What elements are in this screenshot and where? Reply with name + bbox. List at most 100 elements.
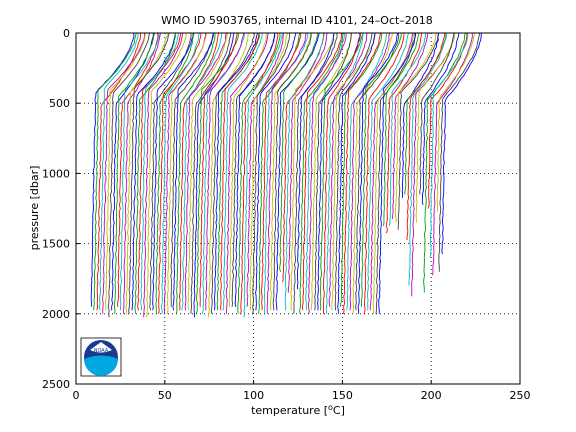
temperature-profile-line <box>279 33 319 272</box>
temperature-profile-line <box>305 33 345 311</box>
temperature-profile-line <box>228 33 267 307</box>
temperature-profile-line <box>375 33 416 314</box>
x-axis-label-degree: o <box>328 403 333 412</box>
temperature-profile-line <box>255 33 297 311</box>
x-tick-label: 100 <box>243 389 264 402</box>
temperature-profile-line <box>220 33 260 311</box>
temperature-profile-line <box>178 33 219 311</box>
chart-title: WMO ID 5903765, internal ID 4101, 24–Oct… <box>161 14 433 27</box>
temperature-profile-line <box>119 33 160 311</box>
temperature-profile-line <box>438 33 481 272</box>
temperature-profile-line <box>346 33 388 311</box>
profile-lines <box>90 33 482 318</box>
temperature-profile-line <box>419 33 455 195</box>
temperature-profile-line <box>427 33 468 209</box>
temperature-profile-line <box>145 33 187 318</box>
temperature-profile-line <box>166 33 207 314</box>
temperature-profile-line <box>325 33 364 314</box>
temperature-profile-line <box>310 33 352 311</box>
temperature-profile-line <box>421 33 460 206</box>
noaa-logo: NOAA <box>80 337 122 377</box>
temperature-profile-line <box>340 33 383 307</box>
temperature-profile-line <box>369 33 413 311</box>
temperature-profile-line <box>243 33 283 318</box>
temperature-profile-line <box>355 33 400 311</box>
noaa-logo-text: NOAA <box>94 348 109 354</box>
temperature-profile-line <box>98 33 139 311</box>
temperature-profile-line <box>319 33 364 311</box>
temperature-profile-line <box>349 33 391 311</box>
y-tick-label: 1000 <box>42 167 70 180</box>
temperature-profile-line <box>337 33 376 314</box>
temperature-profile-line <box>322 33 361 314</box>
temperature-profile-line <box>386 33 423 234</box>
temperature-profile-line <box>175 33 216 314</box>
x-tick-label: 0 <box>73 389 80 402</box>
temperature-profile-line <box>163 33 207 314</box>
temperature-profile-line <box>411 33 455 297</box>
x-axis-ticks: 0 50 100 150 200 250 <box>73 380 531 402</box>
temperature-profile-line <box>282 33 325 283</box>
temperature-profile-line <box>140 33 179 311</box>
temperature-profile-line <box>128 33 170 314</box>
y-axis-label: pressure [dbar] <box>28 166 41 251</box>
temperature-profile-line <box>266 33 307 314</box>
temperature-profile-line <box>395 33 437 223</box>
temperature-profile-line <box>158 33 202 314</box>
temperature-profile-line <box>408 33 447 286</box>
temperature-profile-line <box>249 33 289 311</box>
temperature-profile-line <box>383 33 420 227</box>
temperature-profile-line <box>296 33 335 290</box>
temperature-profile-line <box>107 33 150 318</box>
temperature-profile-line <box>172 33 214 311</box>
y-tick-label: 1500 <box>42 238 70 251</box>
temperature-profile-line <box>201 33 245 314</box>
x-axis-label-unit: C] <box>333 404 345 417</box>
temperature-profile-line <box>187 33 228 311</box>
temperature-profile-line <box>357 33 399 314</box>
temperature-profile-line <box>252 33 291 314</box>
temperature-profile-line <box>272 33 312 311</box>
temperature-profile-line <box>234 33 276 307</box>
temperature-profile-line <box>367 33 410 311</box>
temperature-profile-line <box>415 33 455 223</box>
temperature-profile-line <box>131 33 176 311</box>
y-tick-label: 2000 <box>42 308 70 321</box>
x-tick-label: 50 <box>158 389 172 402</box>
temperature-profile-line <box>237 33 281 314</box>
x-axis-label: temperature [oC] <box>251 403 345 417</box>
temperature-profile-line <box>195 33 239 314</box>
y-axis-ticks: 0 500 1000 1500 2000 2500 <box>42 27 80 391</box>
temperature-profile-line <box>134 33 176 314</box>
temperature-profile-line <box>299 33 344 314</box>
temperature-profile-line <box>284 33 325 311</box>
temperature-profile-line <box>205 33 245 311</box>
temperature-profile-line <box>392 33 429 220</box>
temperature-profile-line <box>170 33 214 307</box>
temperature-profile-line <box>190 33 232 314</box>
y-tick-label: 500 <box>49 97 70 110</box>
temperature-profile-line <box>388 33 427 227</box>
temperature-profile-line <box>436 33 476 213</box>
x-tick-label: 150 <box>332 389 353 402</box>
y-tick-label: 2500 <box>42 378 70 391</box>
temperature-profile-line <box>117 33 159 307</box>
temperature-profile-line <box>378 33 417 314</box>
temperature-profile-line <box>210 33 255 314</box>
temperature-profile-line <box>441 33 482 255</box>
x-tick-label: 200 <box>421 389 442 402</box>
temperature-profile-line <box>331 33 376 311</box>
temperature-profile-line <box>290 33 335 311</box>
x-axis-label-text: temperature [ <box>251 404 328 417</box>
temperature-profile-line <box>302 33 343 311</box>
grid-lines <box>76 33 520 384</box>
temperature-profile-line <box>307 33 347 314</box>
temperature-profile-line <box>401 33 440 199</box>
temperature-profile-line <box>240 33 279 314</box>
temperature-profile-line <box>143 33 184 318</box>
temperature-profile-line <box>222 33 263 311</box>
temperature-profile-line <box>213 33 259 311</box>
temperature-profile-line <box>93 33 137 311</box>
temperature-profile-line <box>317 33 361 311</box>
